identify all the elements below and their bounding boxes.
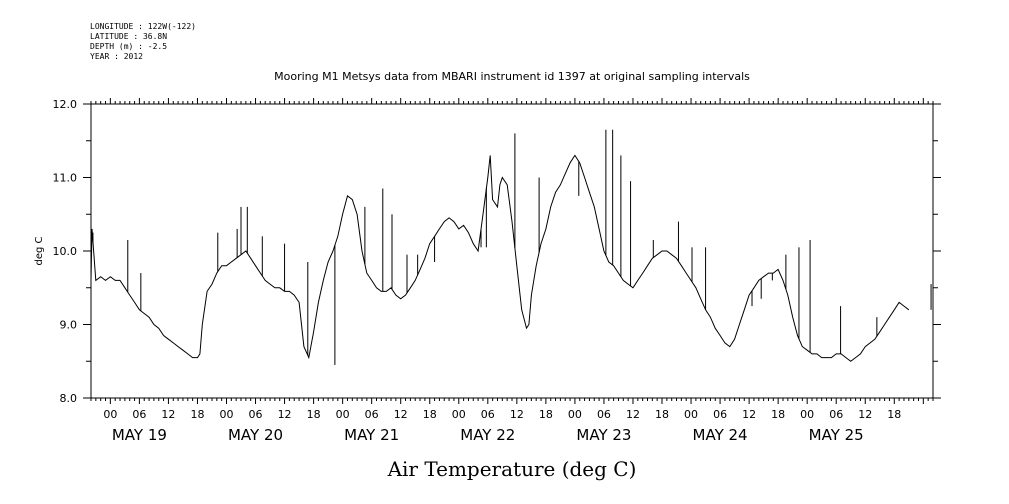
x-tick-label: 06: [829, 408, 843, 421]
x-tick-label: 06: [597, 408, 611, 421]
day-label: MAY 23: [576, 426, 631, 444]
meta-depth: DEPTH (m) : -2.5: [90, 42, 168, 51]
y-axis-label: deg C: [34, 236, 45, 265]
day-label: MAY 25: [809, 426, 864, 444]
day-label: MAY 24: [693, 426, 748, 444]
x-tick-label: 06: [713, 408, 727, 421]
meta-latitude: LATITUDE : 36.8N: [90, 32, 168, 41]
day-label: MAY 19: [112, 426, 167, 444]
x-tick-label: 12: [161, 408, 175, 421]
x-tick-label: 18: [307, 408, 321, 421]
day-labels: MAY 19 MAY 20 MAY 21 MAY 22 MAY 23 MAY 24 MAY …: [112, 426, 864, 444]
x-tick-label: 18: [539, 408, 553, 421]
x-tick-label: 00: [568, 408, 582, 421]
x-tick-label: 06: [132, 408, 146, 421]
x-tick-label: 12: [394, 408, 408, 421]
meta-year: YEAR : 2012: [90, 52, 143, 61]
y-tick-label: 11.0: [53, 172, 78, 185]
y-tick-label: 10.0: [53, 245, 78, 258]
x-tick-label: 12: [510, 408, 524, 421]
chart-title: Mooring M1 Metsys data from MBARI instru…: [274, 70, 750, 83]
spike-marks: [92, 129, 932, 365]
x-tick-label: 00: [452, 408, 466, 421]
x-tick-label: 06: [365, 408, 379, 421]
x-tick-label: 12: [278, 408, 292, 421]
day-label: MAY 21: [344, 426, 399, 444]
x-tick-label: 12: [858, 408, 872, 421]
series-line: [90, 154, 910, 362]
metadata-block: LONGITUDE : 122W(-122) LATITUDE : 36.8N …: [90, 22, 196, 62]
x-tick-label: 18: [423, 408, 437, 421]
x-tick-label: 12: [626, 408, 640, 421]
x-tick-label: 00: [800, 408, 814, 421]
x-tick-label: 00: [684, 408, 698, 421]
x-tick-label: 00: [103, 408, 117, 421]
x-tick-label: 18: [655, 408, 669, 421]
axis-ticks: [83, 98, 941, 404]
x-tick-label: 18: [190, 408, 204, 421]
day-label: MAY 22: [460, 426, 515, 444]
y-tick-label: 9.0: [60, 319, 78, 332]
y-tick-label: 12.0: [53, 98, 78, 111]
y-tick-labels: 8.0 9.0 10.0 11.0 12.0: [53, 98, 78, 405]
day-label: MAY 20: [228, 426, 283, 444]
x-tick-label: 12: [742, 408, 756, 421]
x-tick-label: 18: [887, 408, 901, 421]
meta-longitude: LONGITUDE : 122W(-122): [90, 22, 196, 31]
x-tick-label: 00: [336, 408, 350, 421]
x-tick-label: 18: [771, 408, 785, 421]
x-tick-labels: 00 06 12 18 00 06 12 18 00 06 12 18 00 06 12 18 00 06 12 18…: [103, 408, 901, 421]
x-axis-label: Air Temperature (deg C): [387, 457, 637, 481]
x-tick-label: 06: [249, 408, 263, 421]
x-tick-label: 00: [219, 408, 233, 421]
x-tick-label: 06: [481, 408, 495, 421]
y-tick-label: 8.0: [60, 392, 78, 405]
